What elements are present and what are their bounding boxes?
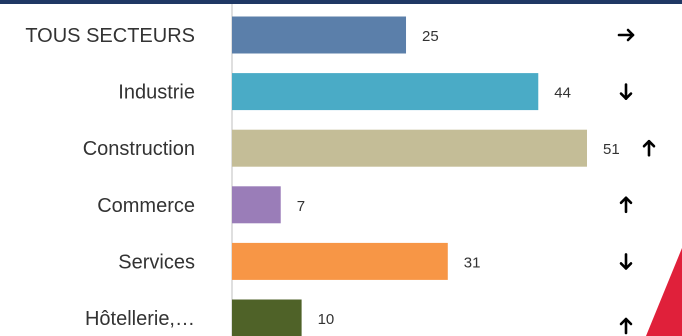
- category-label: Services: [118, 251, 195, 273]
- data-label: 7: [297, 198, 305, 215]
- category-label: Hôtellerie,…: [85, 308, 195, 330]
- bar-row: Construction 51: [83, 129, 656, 167]
- category-label: Construction: [83, 138, 195, 160]
- bar-row: Commerce 7: [97, 186, 633, 224]
- data-label: 25: [422, 28, 439, 45]
- category-label: Commerce: [97, 195, 195, 217]
- bar: [232, 73, 539, 111]
- data-label: 44: [554, 85, 571, 102]
- top-bar: [0, 0, 682, 4]
- arrow-up-icon: [619, 196, 633, 214]
- bar-row: TOUS SECTEURS 25: [25, 16, 635, 54]
- data-label: 31: [464, 254, 481, 271]
- data-label: 10: [318, 311, 335, 328]
- category-label: Industrie: [118, 82, 195, 104]
- arrow-down-icon: [619, 253, 633, 270]
- arrow-up-icon: [642, 139, 656, 157]
- bar-row: Industrie 44: [118, 73, 633, 111]
- bar-row: Hôtellerie,… 10: [85, 299, 633, 336]
- bar: [232, 16, 407, 54]
- arrow-right-icon: [617, 28, 635, 42]
- bar: [232, 299, 302, 336]
- category-label: TOUS SECTEURS: [25, 25, 195, 47]
- data-label: 51: [603, 141, 620, 158]
- arrow-up-icon: [619, 317, 633, 335]
- bar-row: Services 31: [118, 242, 633, 280]
- bar: [232, 242, 448, 280]
- bar: [232, 186, 281, 224]
- arrow-down-icon: [619, 83, 633, 100]
- corner-accent-shape: [646, 248, 682, 336]
- bar: [232, 129, 587, 167]
